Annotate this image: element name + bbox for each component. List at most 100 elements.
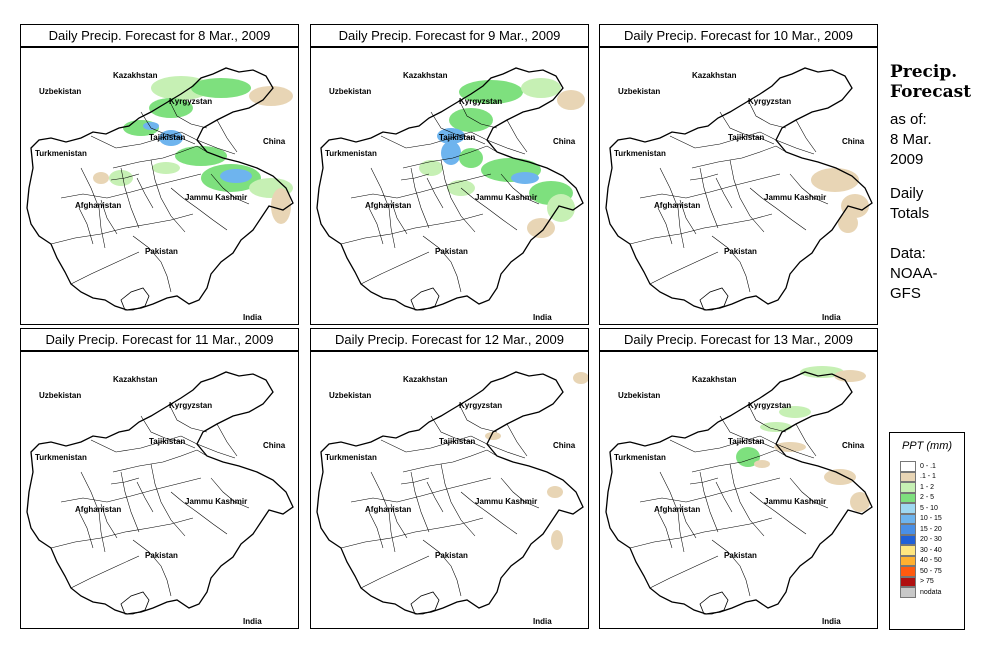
- data-line: NOAA-: [890, 265, 938, 282]
- province-boundary: [691, 449, 787, 473]
- precip-area: [459, 80, 523, 104]
- country-boundary: [605, 67, 873, 311]
- province-boundary: [679, 199, 697, 235]
- precip-area: [149, 98, 193, 118]
- coastline: [120, 287, 150, 311]
- country-label: India: [243, 313, 262, 322]
- country-boundary: [316, 371, 584, 615]
- country-label: Uzbekistan: [39, 391, 81, 400]
- legend-label: 20 - 30: [920, 536, 942, 544]
- side-title: Precip. Forecast: [890, 62, 971, 102]
- precip-area: [760, 422, 792, 432]
- forecast-panel-1: Daily Precip. Forecast for 8 Mar., 2009 …: [20, 24, 299, 325]
- province-boundary: [440, 463, 476, 537]
- precip-area: [109, 170, 133, 186]
- province-boundary: [729, 463, 765, 537]
- country-label: India: [533, 313, 552, 322]
- province-boundary: [500, 173, 540, 205]
- coastline: [120, 591, 150, 615]
- country-label: Kazakhstan: [403, 375, 448, 384]
- country-label: Turkmenistan: [614, 453, 666, 462]
- province-boundary: [170, 491, 198, 513]
- province-boundary: [360, 555, 430, 589]
- province-boundary: [689, 477, 719, 485]
- panel-title: Daily Precip. Forecast for 10 Mar., 2009: [599, 24, 878, 47]
- province-boundary: [360, 251, 430, 285]
- province-boundary: [629, 517, 773, 549]
- precip-area: [779, 406, 811, 418]
- country-boundary: [26, 67, 294, 311]
- province-boundary: [679, 503, 697, 539]
- province-boundary: [430, 111, 486, 145]
- daily-line: Totals: [890, 205, 930, 222]
- country-label: Kyrgyzstan: [169, 97, 212, 106]
- province-boundary: [430, 415, 486, 449]
- province-boundary: [795, 119, 817, 153]
- country-label: Kyrgyzstan: [748, 97, 791, 106]
- province-boundary: [196, 511, 228, 535]
- legend-label: > 75: [920, 578, 934, 586]
- province-boundary: [140, 111, 196, 145]
- country-label: Tajikistan: [728, 133, 764, 142]
- forecast-panel-4: Daily Precip. Forecast for 11 Mar., 2009…: [20, 328, 299, 629]
- country-label: Afghanistan: [75, 201, 121, 210]
- precip-area: [419, 160, 443, 176]
- country-label: Kazakhstan: [403, 71, 448, 80]
- map-svg: Kazakhstan Uzbekistan Kyrgyzstan Tajikistan…: [26, 371, 294, 626]
- precip-area: [551, 530, 563, 550]
- precip-area: [459, 148, 483, 168]
- province-boundary: [506, 119, 528, 153]
- province-boundary: [50, 517, 194, 549]
- legend-label: 1 - 2: [920, 483, 935, 491]
- legend-item: 1 - 2: [900, 482, 942, 493]
- province-boundary: [775, 139, 815, 155]
- province-boundary: [426, 177, 444, 209]
- province-boundary: [400, 173, 430, 181]
- province-boundary: [100, 503, 118, 539]
- province-boundary: [422, 539, 462, 597]
- province-boundary: [340, 213, 484, 245]
- forecast-map: Kazakhstan Uzbekistan Kyrgyzstan Tajikistan…: [599, 351, 878, 629]
- country-label: China: [553, 441, 576, 450]
- country-label: China: [842, 137, 865, 146]
- province-boundary: [120, 167, 140, 229]
- province-boundary: [500, 477, 540, 509]
- province-boundary: [90, 131, 198, 149]
- province-boundary: [639, 477, 781, 503]
- province-boundary: [657, 207, 673, 245]
- legend-label: 40 - 50: [920, 557, 942, 565]
- province-boundary: [80, 471, 106, 553]
- precip-area: [249, 86, 293, 106]
- country-label: Pakistan: [145, 551, 178, 560]
- province-boundary: [390, 199, 408, 235]
- province-boundary: [639, 173, 781, 199]
- province-boundary: [390, 503, 408, 539]
- province-boundary: [699, 167, 719, 229]
- province-boundary: [400, 477, 430, 485]
- precip-area: [511, 172, 539, 184]
- country-label: Turkmenistan: [35, 453, 87, 462]
- country-label: Turkmenistan: [325, 149, 377, 158]
- country-label: Uzbekistan: [329, 87, 371, 96]
- province-boundary: [659, 167, 685, 249]
- province-boundary: [150, 463, 186, 537]
- daily-line: Daily: [890, 185, 924, 202]
- province-boundary: [458, 99, 498, 129]
- precip-area: [573, 372, 588, 384]
- data-line: Data:: [890, 245, 926, 262]
- country-label: India: [822, 313, 841, 322]
- country-label: Afghanistan: [365, 505, 411, 514]
- legend-item: 2 - 5: [900, 492, 942, 503]
- country-label: Pakistan: [435, 247, 468, 256]
- province-boundary: [402, 449, 498, 473]
- province-boundary: [80, 167, 106, 249]
- province-boundary: [402, 145, 498, 169]
- province-boundary: [120, 471, 140, 533]
- legend-title: PPT (mm): [901, 440, 953, 452]
- province-boundary: [422, 235, 462, 293]
- country-label: Kyrgyzstan: [748, 401, 791, 410]
- province-boundary: [112, 449, 208, 473]
- province-boundary: [669, 131, 777, 149]
- legend-swatch: [900, 555, 916, 566]
- province-boundary: [711, 235, 751, 293]
